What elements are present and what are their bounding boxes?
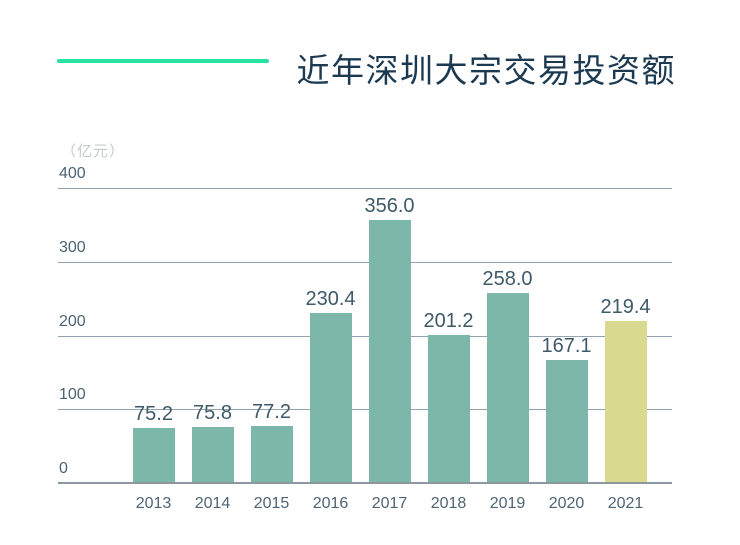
x-axis-tick-label-2020: 2020 xyxy=(548,495,585,512)
value-label-2021: 219.4 xyxy=(600,296,651,319)
x-axis-tick-label-2015: 2015 xyxy=(253,495,290,512)
x-axis-tick-label-2016: 2016 xyxy=(312,495,349,512)
value-label-2015: 77.2 xyxy=(252,401,291,424)
value-label-2019: 258.0 xyxy=(482,267,533,290)
y-axis-tick-label: 200 xyxy=(59,312,86,330)
y-axis-tick-label: 300 xyxy=(59,238,86,256)
value-label-2018: 201.2 xyxy=(423,309,474,332)
value-label-2013: 75.2 xyxy=(134,402,173,425)
x-axis-tick-label-2013: 2013 xyxy=(135,495,172,512)
gridline-y-100 xyxy=(58,409,672,411)
x-axis-tick-label-2017: 2017 xyxy=(371,495,408,512)
gridline-y-0 xyxy=(58,482,672,484)
bar-2016 xyxy=(309,313,352,483)
bar-2014 xyxy=(191,427,234,483)
value-label-2014: 75.8 xyxy=(193,402,232,425)
x-axis-tick-label-2021: 2021 xyxy=(607,495,644,512)
gridline-y-300 xyxy=(58,261,672,263)
bar-2013 xyxy=(132,427,175,483)
bar-2018 xyxy=(427,334,470,483)
bar-2019 xyxy=(486,292,529,483)
x-axis-tick-label-2019: 2019 xyxy=(489,495,526,512)
bar-2021 xyxy=(604,321,647,483)
chart-title: 近年深圳大宗交易投资额 xyxy=(296,52,676,89)
value-label-2020: 167.1 xyxy=(541,334,592,357)
value-label-2017: 356.0 xyxy=(364,195,415,218)
y-axis-tick-label: 400 xyxy=(59,165,86,182)
bar-2017 xyxy=(368,220,411,483)
bar-2015 xyxy=(250,426,293,483)
y-axis-tick-label: 0 xyxy=(59,460,68,477)
bar-2020 xyxy=(545,359,588,483)
gridline-y-200 xyxy=(58,335,672,337)
value-label-2016: 230.4 xyxy=(305,288,356,311)
title-accent-line xyxy=(57,59,269,63)
plot-area: 400 300 200 100 0 75.2 2013 75.8 2014 77.2 2015 230… xyxy=(58,166,672,512)
gridline-y-400 xyxy=(58,188,672,189)
y-axis-tick-label: 100 xyxy=(59,386,86,404)
x-axis-tick-label-2014: 2014 xyxy=(194,495,231,512)
y-axis-unit-label: （亿元） xyxy=(61,143,126,160)
x-axis-tick-label-2018: 2018 xyxy=(430,495,467,512)
